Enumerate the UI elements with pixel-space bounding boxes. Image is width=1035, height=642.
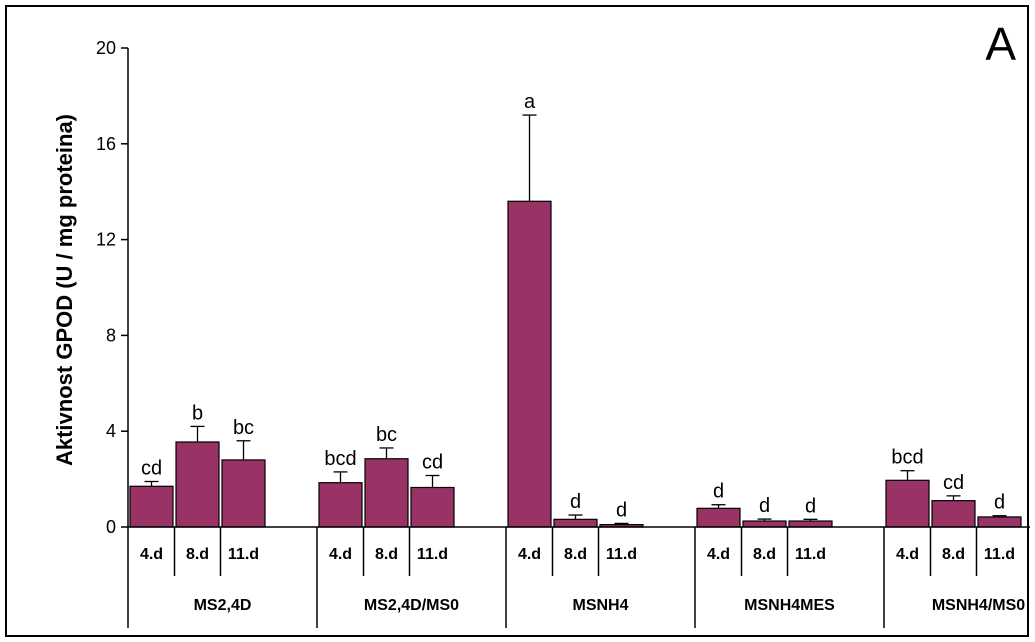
bar-label: 8.d — [753, 546, 776, 563]
y-tick-label: 4 — [106, 421, 116, 441]
bar-label: 11.d — [795, 546, 826, 563]
y-tick-label: 8 — [106, 325, 116, 345]
bar-label: 4.d — [329, 546, 352, 563]
significance-letter: cd — [422, 452, 443, 474]
bar-label: 11.d — [417, 546, 448, 563]
bar-label: 8.d — [375, 546, 398, 563]
y-tick-label: 0 — [106, 517, 116, 537]
significance-letter: d — [616, 499, 627, 521]
bar-label: 4.d — [707, 546, 730, 563]
bar-label: 8.d — [564, 546, 587, 563]
bar — [788, 520, 833, 528]
bar-label: 11.d — [606, 546, 637, 563]
bar — [175, 441, 220, 528]
significance-letter: d — [759, 495, 770, 517]
y-tick-label: 12 — [96, 230, 116, 250]
bar-label: 8.d — [186, 546, 209, 563]
bar — [931, 500, 976, 528]
significance-letter: d — [805, 495, 816, 517]
bar — [885, 479, 930, 528]
group-label: MSNH4/MS0 — [932, 597, 1025, 614]
bar — [318, 482, 363, 528]
significance-letter: a — [524, 91, 536, 113]
bar-label: 11.d — [228, 546, 259, 563]
bar — [553, 518, 598, 528]
group-label: MSNH4MES — [744, 597, 835, 614]
panel-label: A — [985, 18, 1016, 70]
significance-letter: d — [713, 481, 724, 503]
significance-letter: cd — [141, 457, 162, 479]
bar — [364, 458, 409, 528]
bar-label: 4.d — [140, 546, 163, 563]
significance-letter: cd — [943, 472, 964, 494]
bar — [221, 459, 266, 528]
y-tick-label: 20 — [96, 38, 116, 58]
significance-letter: bcd — [891, 447, 923, 469]
significance-letter: b — [192, 402, 203, 424]
bar-label: 4.d — [896, 546, 919, 563]
bar-label: 8.d — [942, 546, 965, 563]
significance-letter: d — [994, 492, 1005, 514]
significance-letter: bc — [376, 424, 397, 446]
group-label: MSNH4 — [572, 597, 628, 614]
bar-label: 11.d — [984, 546, 1015, 563]
bar — [696, 507, 741, 528]
group-label: MS2,4D/MS0 — [364, 597, 459, 614]
significance-letter: bcd — [324, 448, 356, 470]
group-label: MS2,4D — [194, 597, 252, 614]
y-axis-label: Aktivnost GPOD (U / mg proteina) — [52, 114, 77, 466]
y-tick-label: 16 — [96, 134, 116, 154]
bar — [507, 200, 552, 528]
significance-letter: bc — [233, 417, 254, 439]
bar — [977, 516, 1022, 528]
bar — [129, 485, 174, 528]
y-axis: 0 4 8 12 16 20 — [96, 38, 129, 537]
significance-letter: d — [570, 491, 581, 513]
bar-label: 4.d — [518, 546, 541, 563]
x-axis: MS2,4D 4.d 8.d 11.d MS2,4D/MS0 4.d 8.d 11.d MSNH… — [127, 526, 1030, 628]
bar — [742, 520, 787, 528]
chart-frame — [5, 5, 1029, 637]
bar — [410, 486, 455, 528]
